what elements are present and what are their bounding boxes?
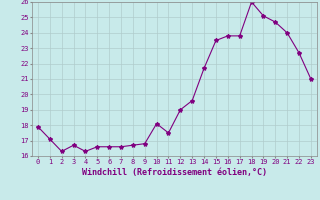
X-axis label: Windchill (Refroidissement éolien,°C): Windchill (Refroidissement éolien,°C)	[82, 168, 267, 177]
